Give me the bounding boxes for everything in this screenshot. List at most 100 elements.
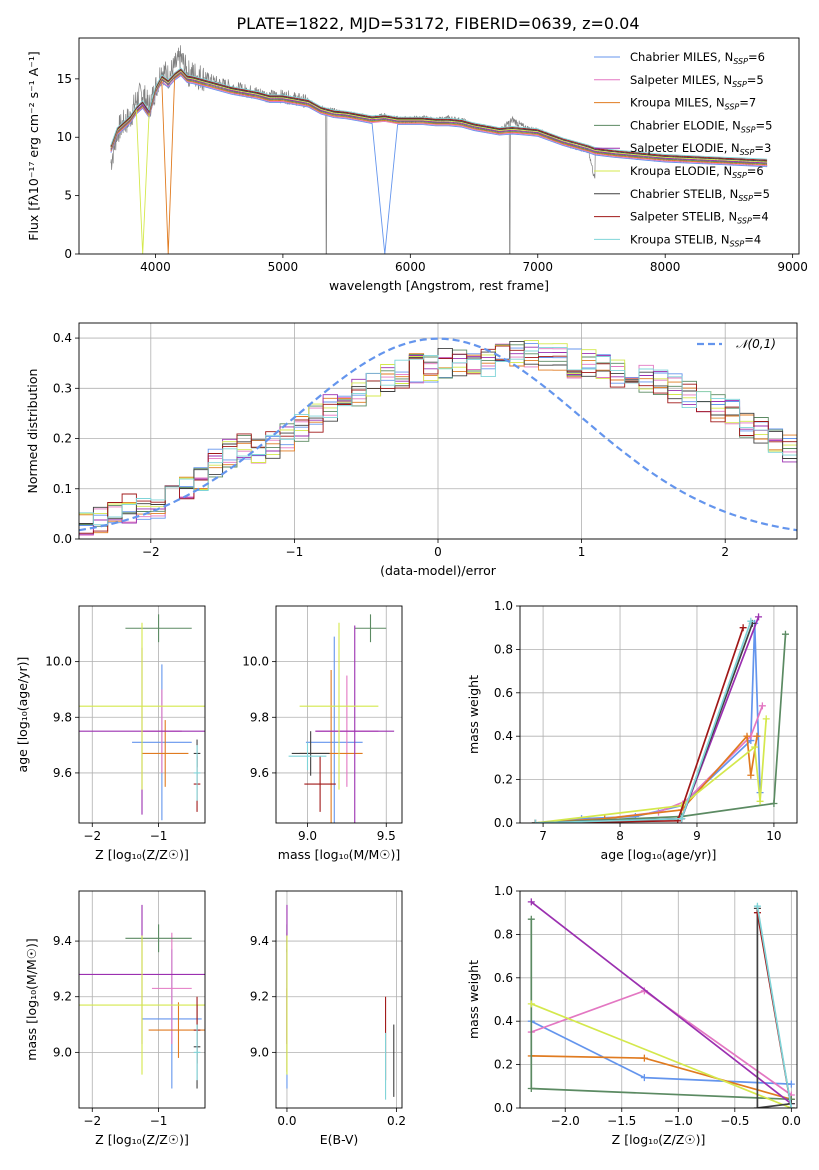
y-tick-label: 1.0 bbox=[494, 599, 513, 613]
x-tick-label: −1.5 bbox=[607, 1114, 636, 1128]
y-tick-label: 0.2 bbox=[494, 773, 513, 787]
histogram-series-6 bbox=[79, 340, 797, 524]
y-tick-label: 15 bbox=[57, 72, 72, 86]
y-tick-label: 9.4 bbox=[250, 934, 269, 948]
model-line-6 bbox=[110, 69, 768, 162]
y-tick-label: 10.0 bbox=[45, 655, 72, 669]
legend-label-8: Kroupa STELIB, NSSP=4 bbox=[630, 232, 761, 248]
y-tick-label: 0.8 bbox=[494, 927, 513, 941]
plus-marker-8 bbox=[753, 902, 761, 910]
x-tick-label: 10 bbox=[766, 829, 781, 843]
plus-marker-4 bbox=[527, 898, 535, 906]
legend-label-normal: 𝒩(0,1) bbox=[736, 337, 776, 351]
legend-label-2: Kroupa MILES, NSSP=7 bbox=[630, 96, 756, 112]
plus-marker-1 bbox=[758, 702, 766, 710]
histogram-series-8 bbox=[79, 346, 797, 526]
x-tick-label: 7 bbox=[539, 829, 547, 843]
histogram-series-7 bbox=[79, 345, 797, 534]
y-axis-label: mass [log₁₀(M/M☉)] bbox=[24, 938, 39, 1060]
y-tick-label: 5 bbox=[64, 189, 72, 203]
plus-marker-5 bbox=[751, 743, 759, 751]
model-line-4 bbox=[110, 71, 768, 164]
x-tick-label: −0.5 bbox=[720, 1114, 749, 1128]
y-tick-label: 9.0 bbox=[250, 1045, 269, 1059]
y-tick-label: 10.0 bbox=[242, 655, 269, 669]
x-tick-label: 0.2 bbox=[387, 1114, 406, 1128]
line-series-3 bbox=[530, 919, 792, 1101]
panel-spectrum: 4000 5000 6000 7000 8000 9000 0 5 10 15 wavelength… bbox=[26, 37, 808, 293]
plot-area bbox=[531, 613, 789, 823]
y-tick-label: 0.0 bbox=[494, 816, 513, 830]
plot-area bbox=[79, 337, 797, 536]
model-line-5 bbox=[110, 70, 768, 254]
y-tick-label: 0.4 bbox=[494, 1014, 513, 1028]
y-axis-label: Flux [fλ10⁻¹⁷ erg cm⁻² s⁻¹ A⁻¹] bbox=[26, 51, 41, 240]
y-tick-label: 0.2 bbox=[494, 1058, 513, 1072]
axes-frame bbox=[78, 890, 206, 1109]
y-tick-label: 9.8 bbox=[250, 710, 269, 724]
x-tick-label: 0.0 bbox=[277, 1114, 296, 1128]
model-line-2 bbox=[110, 73, 768, 254]
y-tick-label: 10 bbox=[57, 130, 72, 144]
line-series-4 bbox=[530, 901, 792, 1105]
line-series-6 bbox=[535, 623, 754, 823]
line-series-4 bbox=[535, 616, 760, 823]
y-tick-label: 0.6 bbox=[494, 686, 513, 700]
legend-label-6: Chabrier STELIB, NSSP=5 bbox=[630, 187, 770, 203]
line-series-7 bbox=[535, 627, 744, 823]
x-axis-label: Z [log₁₀(Z/Z☉)] bbox=[612, 1132, 706, 1147]
plus-marker-5 bbox=[756, 797, 764, 805]
y-tick-label: 0.1 bbox=[53, 482, 72, 496]
plus-marker-8 bbox=[678, 815, 686, 823]
plot-area bbox=[286, 904, 395, 1100]
plus-marker-3 bbox=[527, 1084, 535, 1092]
x-tick-label: 9 bbox=[693, 829, 701, 843]
line-series-0 bbox=[535, 623, 761, 823]
axes-frame bbox=[78, 37, 800, 255]
legend-label-5: Kroupa ELODIE, NSSP=6 bbox=[630, 164, 764, 180]
y-tick-label: 9.8 bbox=[53, 710, 72, 724]
axes-frame bbox=[519, 605, 798, 824]
axes-frame bbox=[78, 322, 798, 540]
x-tick-label: 0 bbox=[434, 545, 442, 559]
x-axis-label: Z [log₁₀(Z/Z☉)] bbox=[95, 847, 189, 862]
line-series-3 bbox=[535, 634, 787, 823]
line-series-5 bbox=[530, 1003, 792, 1108]
plot-area bbox=[527, 898, 795, 1108]
axes-frame bbox=[275, 890, 403, 1109]
y-axis-label: mass weight bbox=[466, 675, 481, 754]
line-series-0 bbox=[530, 1020, 792, 1085]
plus-marker-4 bbox=[755, 613, 763, 621]
x-tick-label: −1.0 bbox=[664, 1114, 693, 1128]
axes-frame bbox=[519, 890, 798, 1109]
x-tick-label: 9.5 bbox=[377, 829, 396, 843]
plus-marker-6 bbox=[753, 1104, 761, 1108]
legend-label-4: Salpeter ELODIE, NSSP=3 bbox=[630, 141, 771, 157]
panel-residual-histogram: −2 −1 0 1 2 0.0 0.1 0.2 0.3 0.4 (data-model)/error… bbox=[25, 322, 798, 578]
plus-marker-8 bbox=[747, 617, 755, 625]
x-tick-label: 2 bbox=[721, 545, 729, 559]
y-tick-label: 9.6 bbox=[53, 766, 72, 780]
plus-marker-7 bbox=[739, 624, 747, 632]
histogram-series-2 bbox=[79, 353, 797, 534]
y-tick-label: 9.2 bbox=[250, 990, 269, 1004]
plus-marker-2 bbox=[747, 771, 755, 779]
x-tick-label: 4000 bbox=[140, 260, 171, 274]
panel-age-vs-mass: 9.0 9.5 9.6 9.8 10.0 mass [log₁₀(M/M☉)] bbox=[242, 605, 403, 862]
x-tick-label: −1 bbox=[150, 829, 168, 843]
histogram-series-1 bbox=[79, 343, 797, 536]
y-tick-label: 9.6 bbox=[250, 766, 269, 780]
axes-frame bbox=[78, 605, 206, 824]
x-axis-label: (data-model)/error bbox=[380, 563, 497, 578]
plus-marker-2 bbox=[753, 732, 761, 740]
panel-age-vs-Z: −2 −1 9.6 9.8 10.0 Z [log₁₀(Z/Z☉)] age [log₁₀(… bbox=[15, 605, 206, 862]
plot-area bbox=[79, 904, 205, 1089]
x-tick-label: 7000 bbox=[522, 260, 553, 274]
x-tick-label: −2 bbox=[83, 1114, 101, 1128]
y-tick-label: 9.2 bbox=[53, 990, 72, 1004]
y-tick-label: 0.6 bbox=[494, 971, 513, 985]
y-tick-label: 0.8 bbox=[494, 642, 513, 656]
plus-marker-3 bbox=[770, 799, 778, 807]
y-tick-label: 0.4 bbox=[494, 729, 513, 743]
